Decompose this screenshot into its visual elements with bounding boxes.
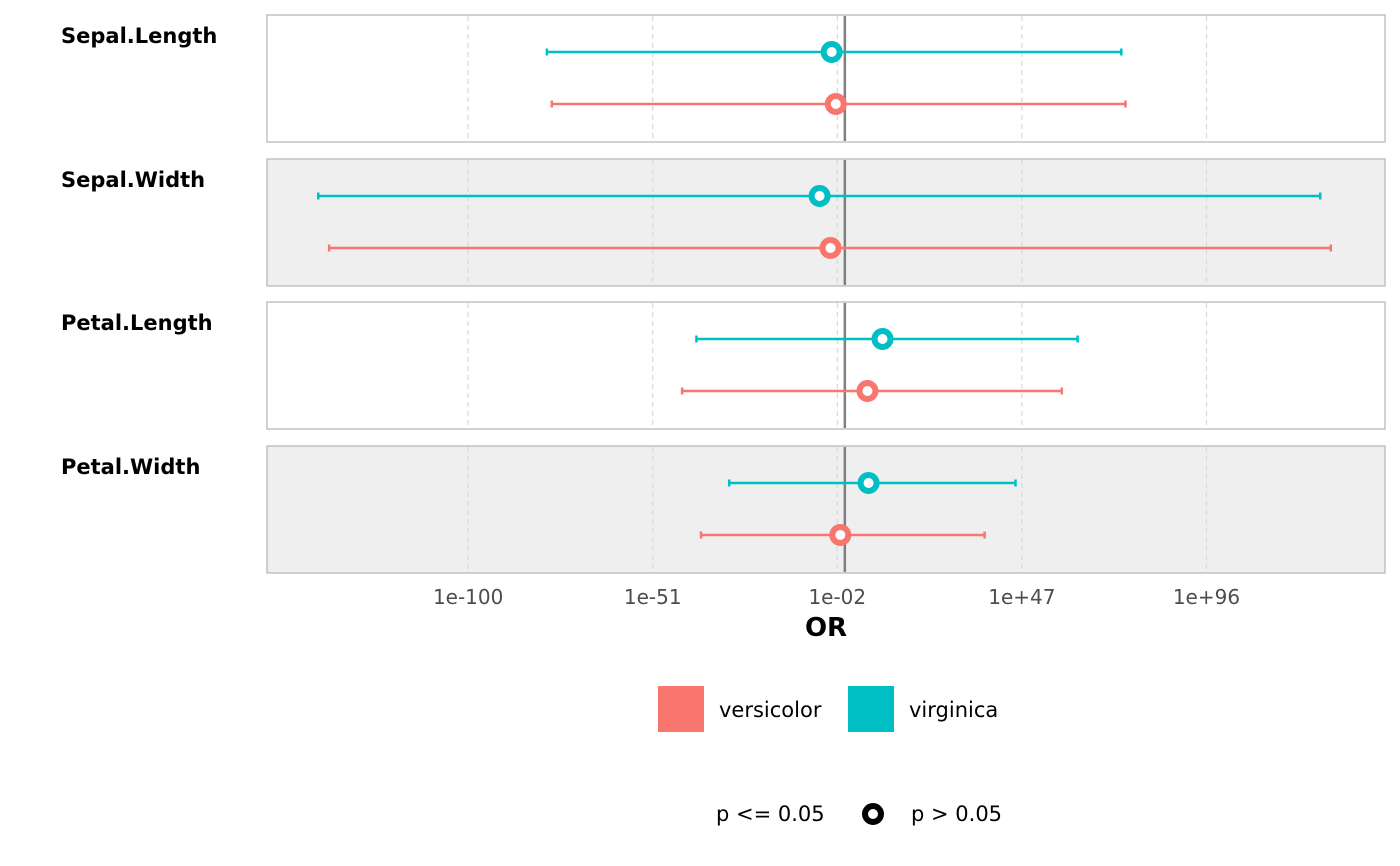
row-panels xyxy=(266,14,1386,574)
legend-label-virginica: virginica xyxy=(909,698,998,722)
panel-petal-width xyxy=(266,445,1386,574)
point-versicolor-sepal-width xyxy=(819,237,842,259)
row-label: Sepal.Length xyxy=(61,24,217,48)
x-tick-label: 1e-100 xyxy=(433,585,503,609)
point-virginica-petal-width xyxy=(857,472,880,494)
x-tick-label: 1e+96 xyxy=(1173,585,1240,609)
point-virginica-sepal-width xyxy=(808,185,831,207)
x-axis-ticks: 1e-100 1e-51 1e-02 1e+47 1e+96 xyxy=(433,585,1240,609)
legend: versicolor virginica p <= 0.05 p > 0.05 xyxy=(658,686,1002,826)
legend-label-significance: p > 0.05 xyxy=(911,802,1002,826)
row-labels: Sepal.Length Sepal.Width Petal.Length Petal… xyxy=(61,24,217,479)
legend-key-versicolor xyxy=(658,686,704,732)
row-label: Sepal.Width xyxy=(61,168,205,192)
x-axis-title: OR xyxy=(805,613,847,643)
legend-label-significance: p <= 0.05 xyxy=(716,802,825,826)
legend-key-virginica xyxy=(848,686,894,732)
panel-sepal-width xyxy=(266,158,1386,287)
panel-petal-length xyxy=(266,301,1386,430)
legend-key-p-gt-005 xyxy=(862,803,884,825)
point-versicolor-petal-width xyxy=(829,524,852,546)
row-label: Petal.Length xyxy=(61,311,213,335)
grid-lines xyxy=(467,16,1208,572)
row-label: Petal.Width xyxy=(61,455,200,479)
point-virginica-petal-length xyxy=(871,328,894,350)
x-tick-label: 1e+47 xyxy=(988,585,1055,609)
x-tick-label: 1e-51 xyxy=(624,585,682,609)
point-versicolor-sepal-length xyxy=(824,93,847,115)
x-tick-label: 1e-02 xyxy=(808,585,866,609)
panel-sepal-length xyxy=(266,14,1386,143)
point-versicolor-petal-length xyxy=(856,380,879,402)
legend-label-versicolor: versicolor xyxy=(719,698,822,722)
point-virginica-sepal-length xyxy=(820,41,843,63)
series-marks xyxy=(316,41,1333,546)
